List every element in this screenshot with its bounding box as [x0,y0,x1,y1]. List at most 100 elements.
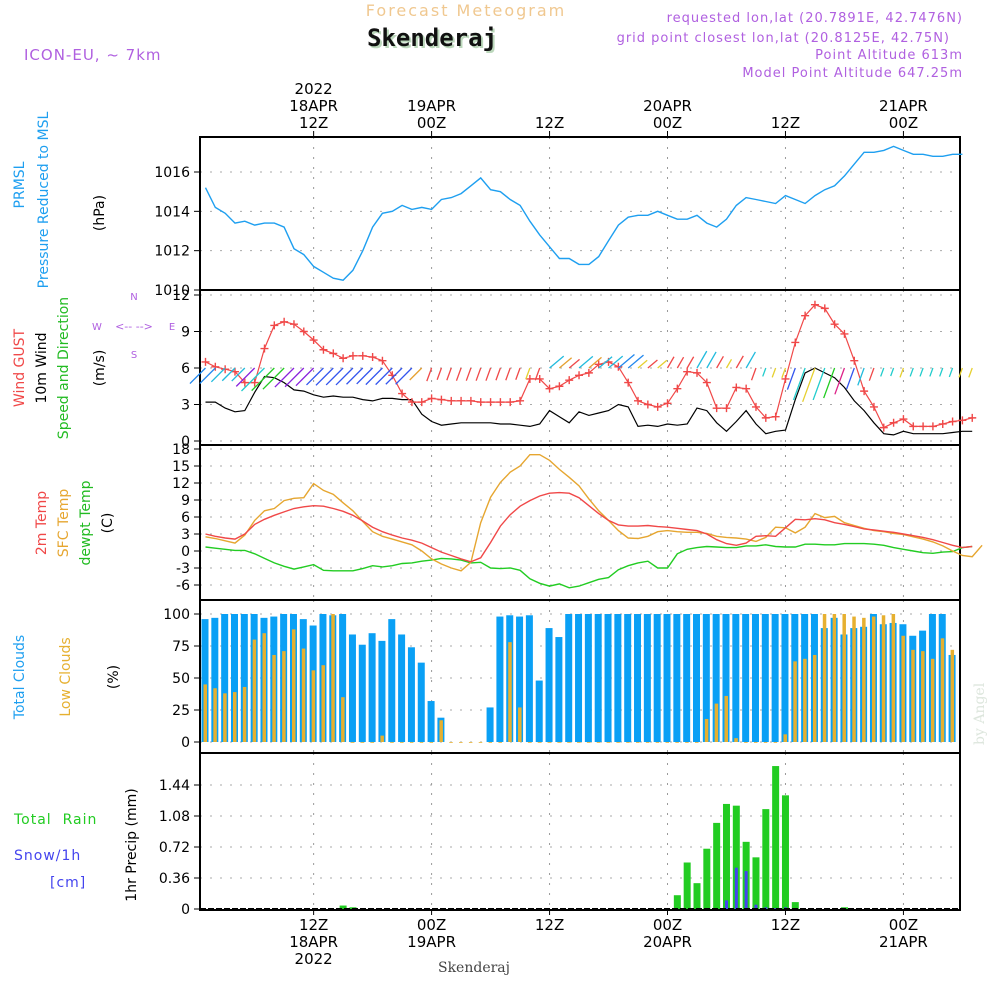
low-cloud-bar [567,742,571,743]
wind-direction-arrow [598,356,613,369]
wind-direction-arrow [395,367,413,385]
gust-marker [968,413,977,422]
gust-marker [535,374,544,383]
low-cloud-bar [842,614,846,742]
gust-marker [348,351,357,360]
gust-marker [761,413,770,422]
low-cloud-bar [311,670,316,742]
low-cloud-bar [577,742,581,743]
y-tick-label: 0 [181,434,190,450]
model-altitude: Model Point Altitude 647.25m [742,66,963,81]
precip-labels: Total Rain Snow/1h [cm] 1hr Precip (mm) [13,788,140,901]
wind-direction-arrow [890,367,895,377]
y-tick-label: 9 [181,493,190,509]
rain-bar [762,809,770,909]
low-cloud-bar [586,742,591,743]
wind-direction-arrow [781,367,787,379]
gust-marker [575,371,584,380]
y-tick-label: 75 [172,639,190,655]
bottom-time-label: 00Z [889,916,918,934]
wind-direction-arrow [284,367,305,388]
gust-marker [820,304,829,313]
gust-marker [693,368,701,377]
wind-direction-arrow [771,367,777,378]
gust-marker [909,422,918,431]
wind-direction-arrow [909,367,914,377]
gust-marker [732,383,741,392]
gust-marker [938,419,947,428]
wind-direction-arrow [823,367,836,399]
gust-marker [702,378,711,387]
y-tick-label: 1.08 [159,809,190,825]
gust-marker [565,376,574,385]
gust-marker [466,396,475,405]
wind-direction-arrow [939,367,944,377]
wind-direction-arrow [221,367,236,382]
credit-watermark: by Angel [972,682,988,745]
svg-text:E: E [169,322,175,333]
pressure-labels: PRMSL Pressure Reduced to MSL (hPa) [12,111,108,288]
location-title-shadow: Skenderaj [369,26,499,54]
gust-marker [398,389,407,398]
wind-direction-arrow [868,367,875,381]
low-cloud-bar [301,648,306,742]
low-cloud-bar [380,735,384,742]
panel-frame [199,752,961,911]
wind-direction-arrow [295,367,315,387]
gust-marker [771,412,780,421]
wind-direction-arrow [568,358,580,369]
rain-bar [683,862,691,909]
location-title: Skenderaj [367,24,497,52]
total-cloud-bar [211,617,219,742]
total-cloud-bar [339,614,347,742]
top-time-label: 18APR [289,97,338,115]
wind-direction-arrow [365,367,383,386]
wind-direction-arrow [588,356,602,369]
bottom-time-label: 00Z [653,916,682,934]
total-cloud-bar [358,644,366,742]
y-tick-label: 0 [181,735,190,751]
top-time-label: 20APR [643,97,692,115]
gust-marker [594,360,603,369]
wind-direction-arrow [845,367,855,390]
total-cloud-bar [221,614,229,742]
sfc-temp-line [205,454,983,572]
wind-direction-arrow [647,359,658,369]
y-tick-label: 15 [172,459,190,475]
total-cloud-bar [643,614,651,742]
snow-unit-label: [cm] [50,875,86,891]
total-cloud-bar [624,614,632,742]
gust-marker [378,356,387,365]
gust-marker [801,311,810,320]
wind-direction-arrow [475,367,482,381]
total-cloud-bar [771,614,779,742]
total-cloud-bar [368,633,376,742]
footer-location: Skenderaj [438,960,510,976]
wind-labels: Wind GUST 10m Wind Speed and Direction (… [12,292,175,439]
low-cloud-bar [252,639,257,742]
gust-marker [850,356,859,365]
low-cloud-bar [822,614,827,742]
wind-direction-arrow [558,357,573,369]
low-cloud-bar [478,742,483,743]
prmsl-label: PRMSL [12,161,28,208]
total-cloud-bar [722,614,730,742]
low-cloud-bar [488,742,493,743]
wind-10m-label: 10m Wind [34,332,50,403]
wind-direction-arrow [750,367,757,381]
low-cloud-bar [400,742,404,743]
pressure-msl-label: Pressure Reduced to MSL [36,111,52,288]
svg-text:W: W [92,322,102,333]
gust-marker [417,398,426,407]
gust-marker [250,378,259,387]
total-cloud-bar [496,616,504,742]
wind-direction-arrow [676,356,685,369]
wind-direction-arrow [666,356,675,369]
snow-label: Snow/1h [14,848,81,864]
low-cloud-bar [498,742,502,743]
total-clouds-label: Total Clouds [12,635,28,720]
wind-direction-arrow [315,367,334,386]
wind-direction-arrow [549,355,565,369]
low-cloud-bar [665,742,670,743]
bottom-time-label: 18APR [289,933,338,951]
